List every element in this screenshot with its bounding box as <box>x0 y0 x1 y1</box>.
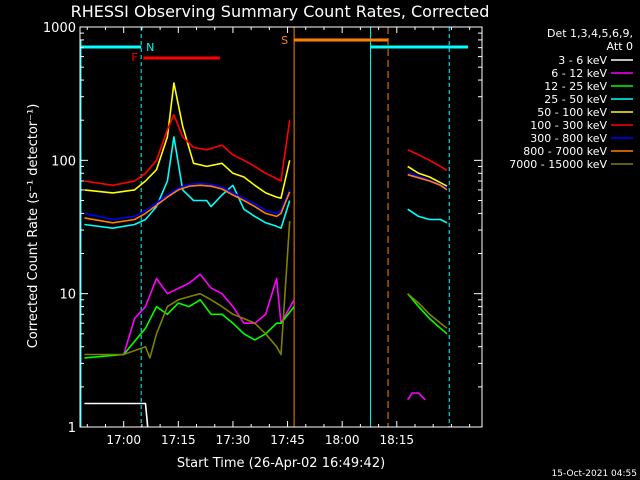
y-axis-label: Corrected Count Rate (s⁻¹ detector⁻¹) <box>26 104 41 349</box>
axes: 17:00 17:15 17:30 17:45 18:00 18:15 1 10 100 1000 <box>43 21 482 447</box>
series-line <box>407 165 448 187</box>
series-line <box>84 136 291 229</box>
plot-area: NF S <box>80 27 468 428</box>
series-line <box>84 402 149 428</box>
series-line <box>407 149 448 172</box>
x-tick-label: 18:00 <box>325 433 360 447</box>
x-tick-label: 18:15 <box>379 433 414 447</box>
legend-entry-label: 100 - 300 keV <box>530 119 607 132</box>
legend-header: Att 0 <box>607 40 633 53</box>
series-line <box>84 82 291 199</box>
series-line <box>122 273 295 355</box>
y-tick-label: 1 <box>68 421 76 436</box>
series-line <box>84 113 291 187</box>
series-line <box>407 392 426 401</box>
series-line <box>407 208 448 224</box>
annotation-label: F <box>131 51 137 64</box>
series-line <box>407 173 448 191</box>
y-tick-label: 10 <box>59 288 76 303</box>
legend-entry-label: 25 - 50 keV <box>544 93 607 106</box>
x-tick-label: 17:00 <box>106 433 141 447</box>
chart-title: RHESSI Observing Summary Count Rates, Co… <box>71 2 490 21</box>
plot-frame <box>79 26 483 428</box>
y-tick-label: 1000 <box>43 21 76 36</box>
annotation-label: N <box>146 41 154 54</box>
series-line <box>84 184 291 224</box>
legend-header: Det 1,3,4,5,6,9, <box>547 27 633 40</box>
x-tick-label: 17:15 <box>161 433 196 447</box>
series-line <box>84 299 295 359</box>
legend-entry-label: 50 - 100 keV <box>537 106 607 119</box>
legend-entry-label: 800 - 7000 keV <box>523 145 607 158</box>
series-line <box>407 293 448 329</box>
x-tick-label: 17:45 <box>270 433 305 447</box>
footer-timestamp: 15-Oct-2021 04:55 <box>552 469 637 479</box>
legend-entry-label: 12 - 25 keV <box>544 80 607 93</box>
y-tick-label: 100 <box>51 154 76 169</box>
series-line <box>84 182 291 221</box>
legend-entry-label: 7000 - 15000 keV <box>509 158 607 171</box>
legend-entry-label: 3 - 6 keV <box>558 54 607 67</box>
series-line <box>84 221 291 359</box>
annotation-label: S <box>281 34 288 47</box>
legend-entry-label: 300 - 800 keV <box>530 132 607 145</box>
legend-entry-label: 6 - 12 keV <box>551 67 607 80</box>
series-line <box>407 293 448 335</box>
x-tick-label: 17:30 <box>216 433 251 447</box>
x-axis-label: Start Time (26-Apr-02 16:49:42) <box>177 456 385 471</box>
